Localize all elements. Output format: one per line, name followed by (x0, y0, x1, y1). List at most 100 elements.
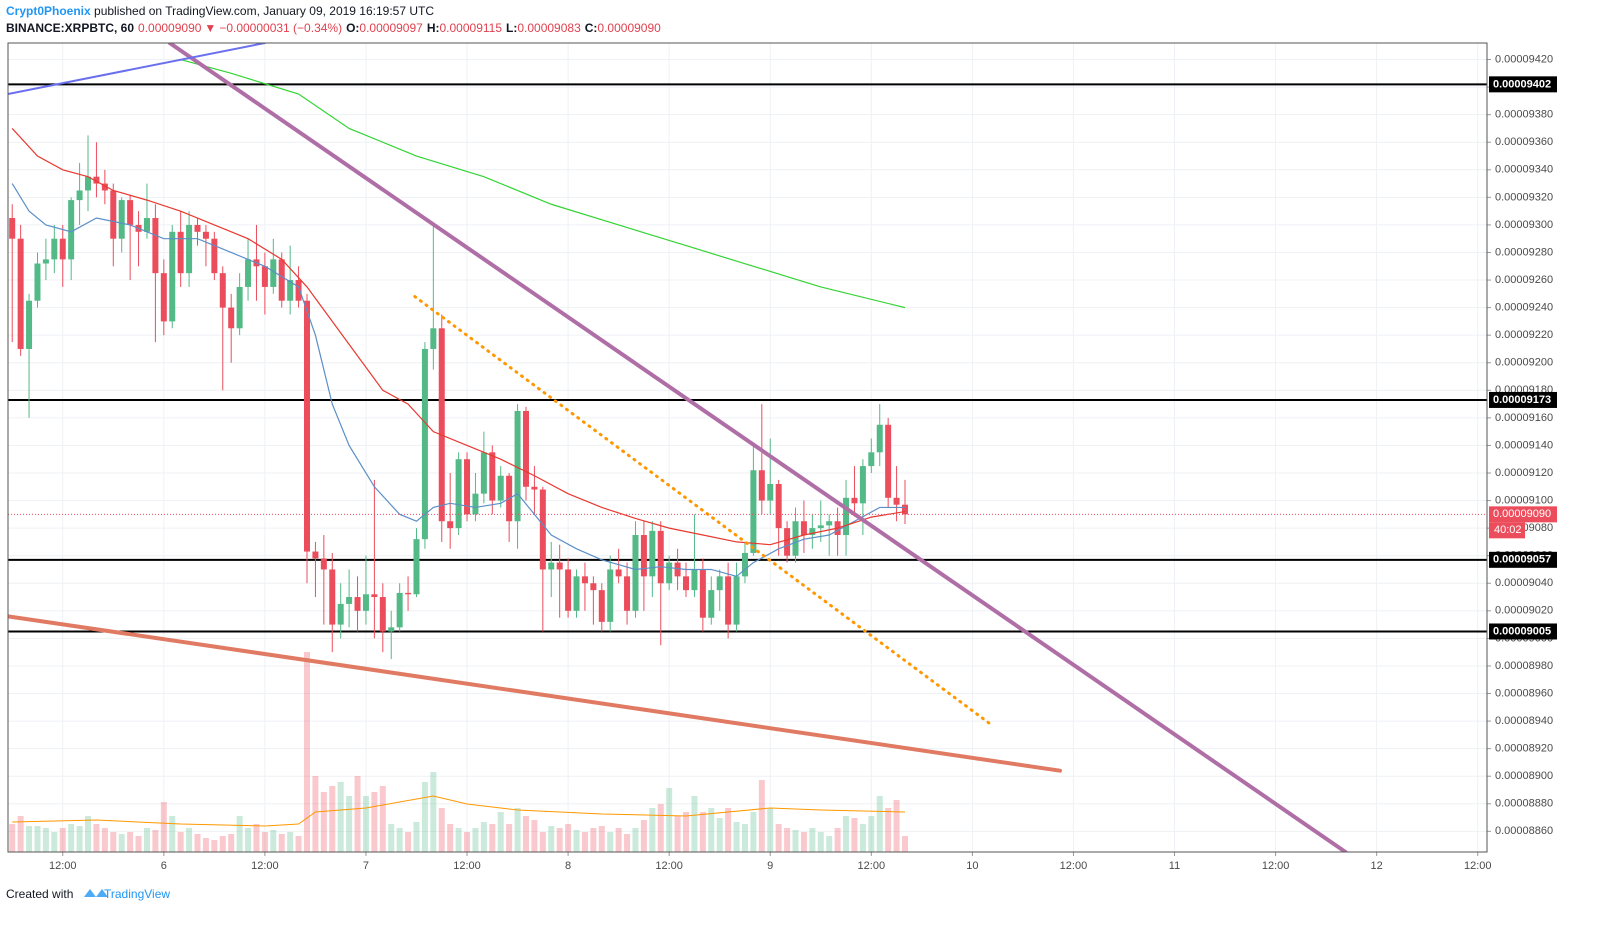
x-tick-label: 8 (565, 860, 571, 872)
volume-bar (548, 826, 555, 852)
volume-bar (632, 828, 639, 852)
y-tick-label: 0.00009320 (1495, 191, 1553, 203)
candle-body (261, 266, 268, 287)
candle-body (817, 525, 824, 529)
volume-bar (68, 824, 75, 852)
candle-body (548, 562, 555, 570)
candle-body (758, 470, 765, 501)
volume-bar (93, 824, 100, 852)
x-tick-label: 12:00 (49, 860, 77, 872)
y-tick-label: 0.00009240 (1495, 302, 1553, 314)
y-tick-label: 0.00008880 (1495, 798, 1553, 810)
volume-bar (590, 828, 597, 852)
candle-body (784, 528, 791, 556)
volume-bar (556, 828, 563, 852)
y-tick-label: 0.00009020 (1495, 605, 1553, 617)
candle-body (893, 497, 900, 505)
y-tick-label: 0.00008920 (1495, 743, 1553, 755)
candle-body (902, 504, 909, 515)
volume-bar (354, 776, 361, 852)
volume-bar (160, 802, 167, 852)
candle-body (683, 576, 690, 591)
candle-body (598, 590, 605, 622)
candle-body (362, 594, 369, 611)
volume-bar (194, 834, 201, 852)
y-tick-label: 0.00009200 (1495, 357, 1553, 369)
y-tick-label: 0.00008940 (1495, 715, 1553, 727)
candle-body (219, 273, 226, 308)
y-tick-label: 0.00009160 (1495, 412, 1553, 424)
x-tick-label: 10 (966, 860, 978, 872)
author[interactable]: Crypt0Phoenix (6, 4, 91, 18)
volume-bar (270, 830, 277, 852)
candle-body (632, 535, 639, 611)
volume-bar (834, 828, 841, 852)
y-tick-label: 0.00009380 (1495, 109, 1553, 121)
volume-bar (9, 824, 16, 852)
volume-bar (312, 776, 319, 852)
volume-bar (522, 816, 529, 852)
volume-bar (598, 826, 605, 852)
candle-body (287, 280, 294, 301)
volume-bar (219, 836, 226, 852)
candle-body (405, 592, 412, 595)
candle-body (581, 576, 588, 584)
footer-brand[interactable]: TradingView (104, 887, 170, 901)
candle-body (708, 590, 715, 618)
price-label: 0.00009090 (1493, 508, 1551, 520)
volume-bar (59, 828, 66, 852)
candle-body (93, 176, 100, 184)
volume-bar (76, 826, 83, 852)
y-tick-label: 0.00009340 (1495, 164, 1553, 176)
candle-body (202, 231, 209, 239)
candle-body (455, 459, 462, 529)
volume-bar (893, 800, 900, 852)
moving-average (11, 128, 906, 546)
candle-body (573, 576, 580, 611)
volume-bar (34, 826, 41, 852)
volume-bar (725, 808, 732, 852)
volume-bar (371, 792, 378, 852)
ohlc-value: 0.00009097 (359, 21, 423, 35)
candle-body (85, 176, 92, 191)
footer: Created with (6, 887, 73, 901)
candle-body (304, 300, 311, 552)
ohlc-label: O: (346, 21, 359, 35)
candle-body (843, 497, 850, 536)
candle-body (127, 200, 134, 225)
y-tick-label: 0.00009300 (1495, 219, 1553, 231)
level-label: 0.00009005 (1493, 625, 1551, 637)
candle-body (228, 307, 235, 329)
candle-body (666, 562, 673, 584)
candle-body (733, 576, 740, 625)
candle-body (68, 200, 75, 260)
header-line: Crypt0Phoenix published on TradingView.c… (6, 4, 434, 18)
volume-bar (539, 832, 546, 852)
volume-bar (329, 786, 336, 852)
x-tick-label: 11 (1169, 860, 1180, 872)
candle-body (590, 583, 597, 591)
candle-body (464, 459, 471, 515)
level-label: 0.00009173 (1493, 394, 1551, 406)
ohlc-label: L: (506, 21, 517, 35)
volume-bar (480, 822, 487, 852)
y-tick-label: 0.00009260 (1495, 274, 1553, 286)
candle-body (741, 552, 748, 577)
volume-bar (253, 824, 260, 852)
volume-bar (405, 832, 412, 852)
candle-body (295, 280, 302, 301)
volume-bar (245, 828, 252, 852)
candle-body (775, 484, 782, 529)
legend-line: BINANCE:XRPBTC, 60 0.00009090 ▼ −0.00000031… (6, 21, 661, 35)
volume-bar (733, 822, 740, 852)
y-tick-label: 0.00009360 (1495, 136, 1553, 148)
candle-body (657, 530, 664, 584)
trend-line (8, 43, 266, 95)
candle-body (868, 452, 875, 467)
volume-bar (565, 824, 572, 852)
candle-body (489, 452, 496, 501)
publish-text: published on TradingView.com, January 09… (91, 4, 435, 18)
candle-body (76, 190, 83, 201)
candle-body (26, 300, 33, 349)
volume-bar (143, 828, 150, 852)
